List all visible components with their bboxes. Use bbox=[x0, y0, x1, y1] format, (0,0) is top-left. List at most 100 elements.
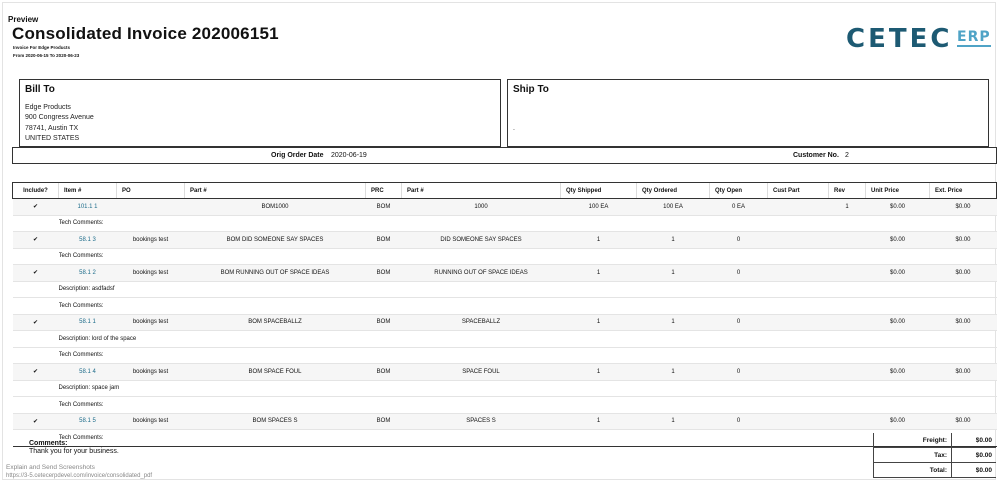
qty-open-cell: 0 bbox=[709, 264, 768, 282]
order-info-bar: Orig Order Date 2020-06-19 Customer No. … bbox=[12, 147, 997, 164]
bill-to-line: 78741, Austin TX bbox=[25, 124, 79, 132]
rev-cell bbox=[828, 363, 866, 381]
ext-price-cell: $0.00 bbox=[929, 264, 997, 282]
cust-part-cell bbox=[767, 363, 829, 381]
cetec-erp-logo: CETEC ERP bbox=[846, 26, 994, 52]
ship-to-line: . bbox=[513, 125, 515, 132]
note-row: Description: lord of the space bbox=[12, 330, 997, 348]
row-note: Tech Comments: bbox=[58, 347, 997, 364]
qty-ordered-cell: 100 EA bbox=[636, 198, 710, 216]
part-cell: BOM SPACE FOUL bbox=[184, 363, 366, 381]
col-header-cust-part: Cust Part bbox=[767, 182, 829, 199]
qty-open-cell: 0 bbox=[709, 363, 768, 381]
tax-value: $0.00 bbox=[951, 447, 996, 463]
table-row: ✔ 58.1 1 bookings test BOM SPACEBALLZ BOM SPA… bbox=[12, 314, 997, 331]
unit-price-cell: $0.00 bbox=[865, 198, 930, 216]
include-checkbox[interactable]: ✔ bbox=[12, 231, 59, 249]
qty-ordered-cell: 1 bbox=[636, 413, 710, 430]
prc-cell: BOM bbox=[365, 231, 402, 249]
footer-explain-link[interactable]: Explain and Send Screenshots bbox=[6, 464, 95, 471]
item-number-link[interactable]: 58.1 2 bbox=[58, 264, 117, 282]
include-checkbox[interactable]: ✔ bbox=[12, 314, 59, 331]
cust-part-cell bbox=[767, 198, 829, 216]
part-cell: BOM DID SOMEONE SAY SPACES bbox=[184, 231, 366, 249]
ext-price-cell: $0.00 bbox=[929, 198, 997, 216]
row-note: Description: space jam bbox=[58, 380, 997, 397]
qty-ordered-cell: 1 bbox=[636, 314, 710, 331]
total-value: $0.00 bbox=[951, 462, 996, 478]
table-row: ✔ 58.1 4 bookings test BOM SPACE FOUL BOM SPA… bbox=[12, 363, 997, 381]
table-row: ✔ 58.1 5 bookings test BOM SPACES S BOM SPACE… bbox=[12, 413, 997, 430]
qty-shipped-cell: 1 bbox=[560, 413, 637, 430]
logo-suffix-text: ERP bbox=[957, 29, 991, 47]
unit-price-cell: $0.00 bbox=[865, 231, 930, 249]
item-number-link[interactable]: 58.1 4 bbox=[58, 363, 117, 381]
qty-shipped-cell: 100 EA bbox=[560, 198, 637, 216]
include-checkbox[interactable]: ✔ bbox=[12, 413, 59, 430]
ext-price-cell: $0.00 bbox=[929, 314, 997, 331]
note-row: Tech Comments: bbox=[12, 215, 997, 232]
customer-no-value: 2 bbox=[845, 152, 849, 159]
qty-open-cell: 0 bbox=[709, 231, 768, 249]
po-cell: bookings test bbox=[116, 363, 185, 381]
item-number-link[interactable]: 58.1 1 bbox=[58, 314, 117, 331]
unit-price-cell: $0.00 bbox=[865, 413, 930, 430]
prc-cell: BOM bbox=[365, 413, 402, 430]
cust-part-cell bbox=[767, 264, 829, 282]
row-note: Tech Comments: bbox=[58, 429, 997, 447]
ext-price-cell: $0.00 bbox=[929, 363, 997, 381]
note-row: Description: asdfadsf bbox=[12, 281, 997, 298]
logo-main-text: CETEC bbox=[846, 24, 953, 54]
comments-label: Comments: bbox=[29, 440, 68, 447]
col-header-po: PO bbox=[116, 182, 185, 199]
col-header-rev: Rev bbox=[828, 182, 866, 199]
invoice-lines-body: ✔ 101.1 1 BOM1000 BOM 1000 100 EA 100 EA 0 EA 1 $… bbox=[12, 198, 997, 447]
cust-part-cell bbox=[767, 413, 829, 430]
qty-shipped-cell: 1 bbox=[560, 314, 637, 331]
row-note: Tech Comments: bbox=[58, 215, 997, 232]
bill-to-line: Edge Products bbox=[25, 104, 71, 111]
col-header-qty-open: Qty Open bbox=[709, 182, 768, 199]
ext-price-cell: $0.00 bbox=[929, 231, 997, 249]
col-header-qty-ordered: Qty Ordered bbox=[636, 182, 710, 199]
rev-cell bbox=[828, 314, 866, 331]
rev-cell bbox=[828, 231, 866, 249]
note-row: Tech Comments: bbox=[12, 347, 997, 364]
item-number-link[interactable]: 58.1 3 bbox=[58, 231, 117, 249]
unit-price-cell: $0.00 bbox=[865, 363, 930, 381]
bill-to-line: 900 Congress Avenue bbox=[25, 114, 94, 122]
item-number-link[interactable]: 101.1 1 bbox=[58, 198, 117, 216]
item-number-link[interactable]: 58.1 5 bbox=[58, 413, 117, 430]
qty-ordered-cell: 1 bbox=[636, 231, 710, 249]
include-checkbox[interactable]: ✔ bbox=[12, 198, 59, 216]
col-header-prc: PRC bbox=[365, 182, 402, 199]
rev-cell bbox=[828, 264, 866, 282]
cust-part-cell bbox=[767, 314, 829, 331]
qty-shipped-cell: 1 bbox=[560, 363, 637, 381]
unit-price-cell: $0.00 bbox=[865, 314, 930, 331]
col-header-include: Include? bbox=[12, 182, 59, 199]
col-header-qty-shipped: Qty Shipped bbox=[560, 182, 637, 199]
bill-to-line: UNITED STATES bbox=[25, 134, 80, 142]
note-row: Tech Comments: bbox=[12, 248, 997, 265]
include-checkbox[interactable]: ✔ bbox=[12, 264, 59, 282]
part-cell: BOM1000 bbox=[184, 198, 366, 216]
ship-to-box: Ship To . bbox=[507, 79, 989, 147]
col-header-unit-price: Unit Price bbox=[865, 182, 930, 199]
prc-cell: BOM bbox=[365, 198, 402, 216]
col-header-item: Item # bbox=[58, 182, 117, 199]
note-spacer bbox=[12, 215, 59, 232]
note-spacer bbox=[12, 281, 59, 298]
part2-cell: SPACEBALLZ bbox=[401, 314, 561, 331]
row-note: Tech Comments: bbox=[58, 396, 997, 414]
col-header-part: Part # bbox=[184, 182, 366, 199]
rev-cell: 1 bbox=[828, 198, 866, 216]
invoice-title: Consolidated Invoice 202006151 bbox=[12, 24, 279, 43]
note-spacer bbox=[12, 347, 59, 364]
qty-open-cell: 0 EA bbox=[709, 198, 768, 216]
qty-shipped-cell: 1 bbox=[560, 231, 637, 249]
part-cell: BOM SPACES S bbox=[184, 413, 366, 430]
table-header-row: Include? Item # PO Part # PRC Part # Qty… bbox=[12, 182, 997, 199]
note-row: Tech Comments: bbox=[12, 297, 997, 315]
include-checkbox[interactable]: ✔ bbox=[12, 363, 59, 381]
